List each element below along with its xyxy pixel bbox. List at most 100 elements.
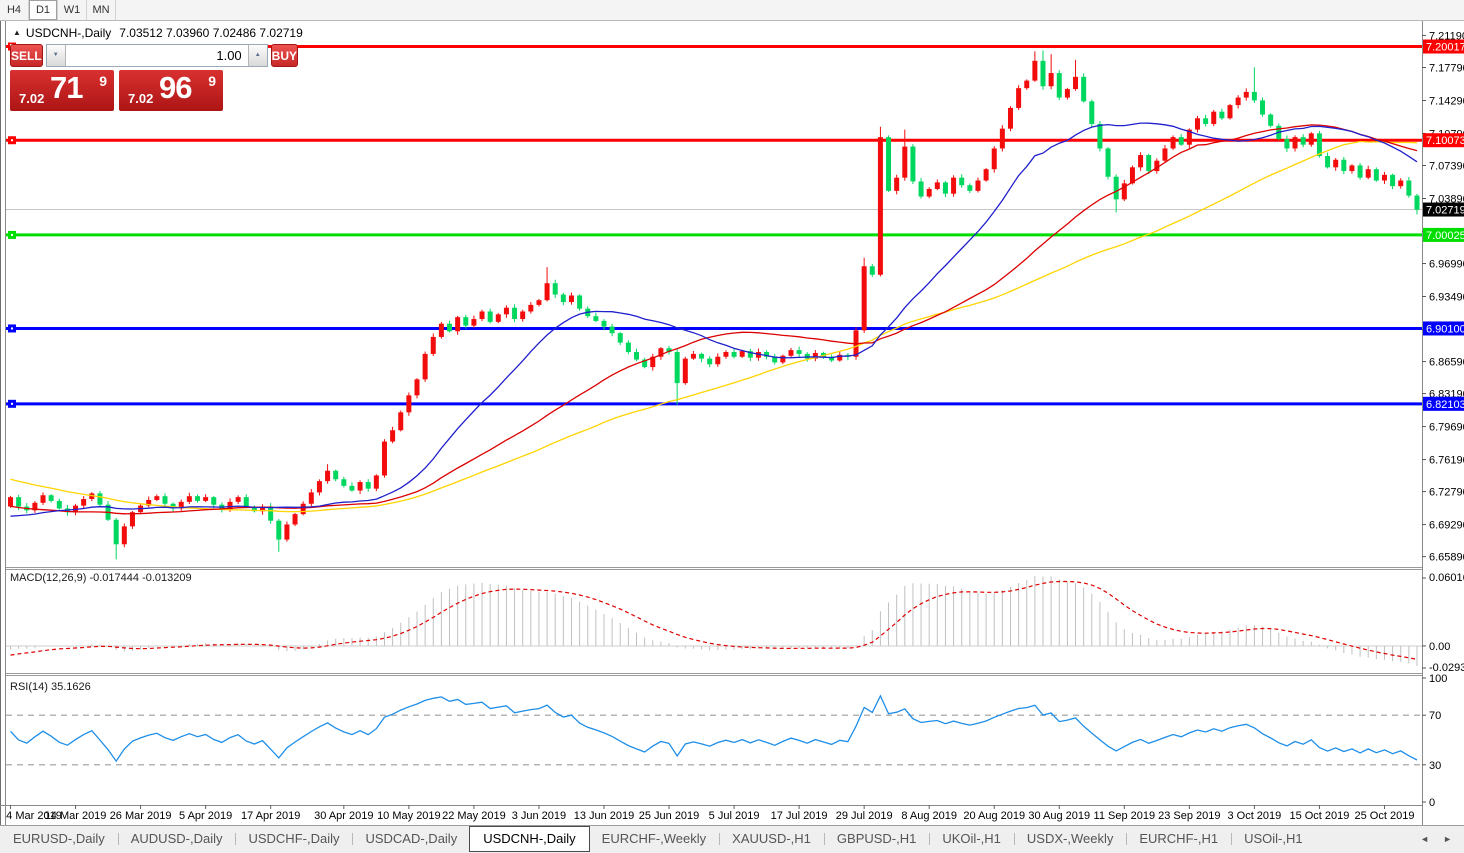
svg-text:15 Oct 2019: 15 Oct 2019	[1289, 810, 1349, 822]
chart-tab-eurchf-h1[interactable]: EURCHF-,H1	[1126, 827, 1231, 851]
svg-text:6.79690: 6.79690	[1429, 422, 1464, 434]
chart-tab-ukoil-h1[interactable]: UKOil-,H1	[929, 827, 1014, 851]
svg-text:6.90100: 6.90100	[1426, 323, 1464, 335]
svg-text:30: 30	[1429, 760, 1441, 772]
one-click-trade-panel: SELL ▼ ▲ BUY 7.02 71 9 7.02 96 9	[10, 44, 299, 113]
candles	[8, 50, 1420, 560]
chart-symbol-label: USDCNH-,Daily	[25, 26, 112, 40]
svg-text:17 Apr 2019: 17 Apr 2019	[241, 810, 300, 822]
timeframe-button-w1[interactable]: W1	[58, 0, 87, 20]
macd-signal-line	[10, 580, 1418, 660]
buy-button[interactable]: BUY	[270, 44, 299, 67]
chart-tab-bar: EURUSD-,Daily AUDUSD-,Daily USDCHF-,Daily U…	[0, 825, 1464, 853]
moving-averages	[10, 122, 1418, 517]
svg-text:7.07390: 7.07390	[1429, 161, 1464, 173]
svg-text:6.86590: 6.86590	[1429, 357, 1464, 369]
svg-text:13 Jun 2019: 13 Jun 2019	[574, 810, 635, 822]
buy-pipette: 9	[208, 73, 216, 89]
buy-price-box[interactable]: 7.02 96 9	[119, 70, 223, 111]
volume-spinner: ▼ ▲	[45, 44, 268, 67]
svg-text:6.69290: 6.69290	[1429, 520, 1464, 532]
svg-text:26 Mar 2019: 26 Mar 2019	[110, 810, 172, 822]
svg-text:6.72790: 6.72790	[1429, 487, 1464, 499]
tab-scroll-left-icon[interactable]: ◄	[1420, 834, 1430, 844]
sell-button[interactable]: SELL	[10, 44, 43, 67]
chart-tab-usdcnh-daily[interactable]: USDCNH-,Daily	[470, 827, 589, 851]
svg-text:14 Mar 2019: 14 Mar 2019	[45, 810, 107, 822]
svg-text:7.10073: 7.10073	[1426, 135, 1464, 147]
ma-60-line	[10, 140, 1418, 513]
svg-text:3 Oct 2019: 3 Oct 2019	[1227, 810, 1281, 822]
sell-pipette: 9	[99, 73, 107, 89]
buy-pips: 96	[159, 70, 192, 105]
svg-text:6.82103: 6.82103	[1426, 399, 1464, 411]
chart-tab-eurchf-weekly[interactable]: EURCHF-,Weekly	[588, 827, 720, 851]
chart-tab-usoil-h1[interactable]: USOil-,H1	[1231, 827, 1316, 851]
horizontal-marker-lines	[6, 42, 1422, 408]
sell-big-figure: 7.02	[19, 91, 45, 106]
svg-text:5 Jul 2019: 5 Jul 2019	[709, 810, 760, 822]
macd-pane: 0.060161 0.00 -0.029378	[6, 572, 1464, 674]
svg-text:5 Apr 2019: 5 Apr 2019	[179, 810, 232, 822]
svg-text:29 Jul 2019: 29 Jul 2019	[836, 810, 893, 822]
ma-20-line	[10, 122, 1418, 517]
svg-text:17 Jul 2019: 17 Jul 2019	[771, 810, 828, 822]
chart-tab-usdchf-daily[interactable]: USDCHF-,Daily	[235, 827, 352, 851]
macd-indicator-label: MACD(12,26,9) -0.017444 -0.013209	[10, 572, 192, 584]
svg-text:100: 100	[1429, 673, 1447, 685]
svg-text:7.14290: 7.14290	[1429, 95, 1464, 107]
svg-text:7.03890: 7.03890	[1429, 193, 1464, 205]
chart-tab-eurusd-daily[interactable]: EURUSD-,Daily	[13, 831, 105, 846]
timeframe-button-d1[interactable]: D1	[29, 0, 58, 20]
timeframe-button-mn[interactable]: MN	[87, 0, 116, 20]
collapse-icon[interactable]: ▲	[13, 28, 21, 37]
svg-text:6.93490: 6.93490	[1429, 292, 1464, 304]
buy-big-figure: 7.02	[128, 91, 154, 106]
svg-text:7.17790: 7.17790	[1429, 63, 1464, 75]
svg-text:7.20017: 7.20017	[1426, 42, 1464, 54]
svg-text:11 Sep 2019: 11 Sep 2019	[1094, 810, 1156, 822]
timeframe-toolbar: H4 D1 W1 MN	[0, 0, 1464, 21]
chart-tab-gbpusd-h1[interactable]: GBPUSD-,H1	[823, 827, 929, 851]
svg-text:10 May 2019: 10 May 2019	[377, 810, 441, 822]
price-axis: 7.211907.177907.142907.107907.073907.038…	[1422, 21, 1464, 825]
timeframe-button-h4[interactable]: H4	[0, 0, 29, 20]
rsi-line	[10, 694, 1418, 763]
svg-text:6.76190: 6.76190	[1429, 455, 1464, 467]
svg-text:30 Apr 2019: 30 Apr 2019	[314, 810, 373, 822]
tab-scroll-right-icon[interactable]: ►	[1443, 834, 1452, 844]
svg-text:7.02719: 7.02719	[1426, 205, 1464, 217]
chart-tab-usdx-weekly[interactable]: USDX-,Weekly	[1013, 827, 1126, 851]
chart-tab-xauusd-h1[interactable]: XAUUSD-,H1	[719, 827, 824, 851]
svg-text:70: 70	[1429, 710, 1441, 722]
sell-price-box[interactable]: 7.02 71 9	[10, 70, 114, 111]
svg-text:25 Jun 2019: 25 Jun 2019	[639, 810, 700, 822]
svg-text:22 May 2019: 22 May 2019	[442, 810, 506, 822]
volume-increase-icon[interactable]: ▲	[247, 45, 267, 66]
svg-text:7.00025: 7.00025	[1426, 230, 1464, 242]
chart-tab-usdcad-daily[interactable]: USDCAD-,Daily	[352, 827, 470, 851]
svg-text:-0.029378: -0.029378	[1429, 662, 1464, 674]
rsi-pane: 100 70 30 0	[6, 673, 1447, 809]
svg-text:25 Oct 2019: 25 Oct 2019	[1355, 810, 1415, 822]
volume-input[interactable]	[65, 45, 248, 66]
svg-text:0.060161: 0.060161	[1429, 572, 1464, 584]
svg-text:7.21190: 7.21190	[1429, 30, 1464, 42]
chart-ohlc-values: 7.03512 7.03960 7.02486 7.02719	[119, 26, 303, 40]
chart-title: ▲ USDCNH-,Daily 7.03512 7.03960 7.02486 7.…	[13, 26, 303, 40]
svg-text:30 Aug 2019: 30 Aug 2019	[1028, 810, 1090, 822]
chart-tab-audusd-daily[interactable]: AUDUSD-,Daily	[117, 827, 236, 851]
svg-text:3 Jun 2019: 3 Jun 2019	[512, 810, 566, 822]
svg-text:6.65890: 6.65890	[1429, 552, 1464, 564]
svg-text:23 Sep 2019: 23 Sep 2019	[1158, 810, 1220, 822]
svg-text:8 Aug 2019: 8 Aug 2019	[901, 810, 957, 822]
svg-text:6.96990: 6.96990	[1429, 259, 1464, 271]
svg-text:20 Aug 2019: 20 Aug 2019	[963, 810, 1025, 822]
volume-decrease-icon[interactable]: ▼	[46, 45, 66, 66]
ma-40-line	[10, 124, 1418, 515]
svg-text:4 Mar 2019: 4 Mar 2019	[6, 810, 62, 822]
svg-text:0.00: 0.00	[1429, 641, 1450, 653]
